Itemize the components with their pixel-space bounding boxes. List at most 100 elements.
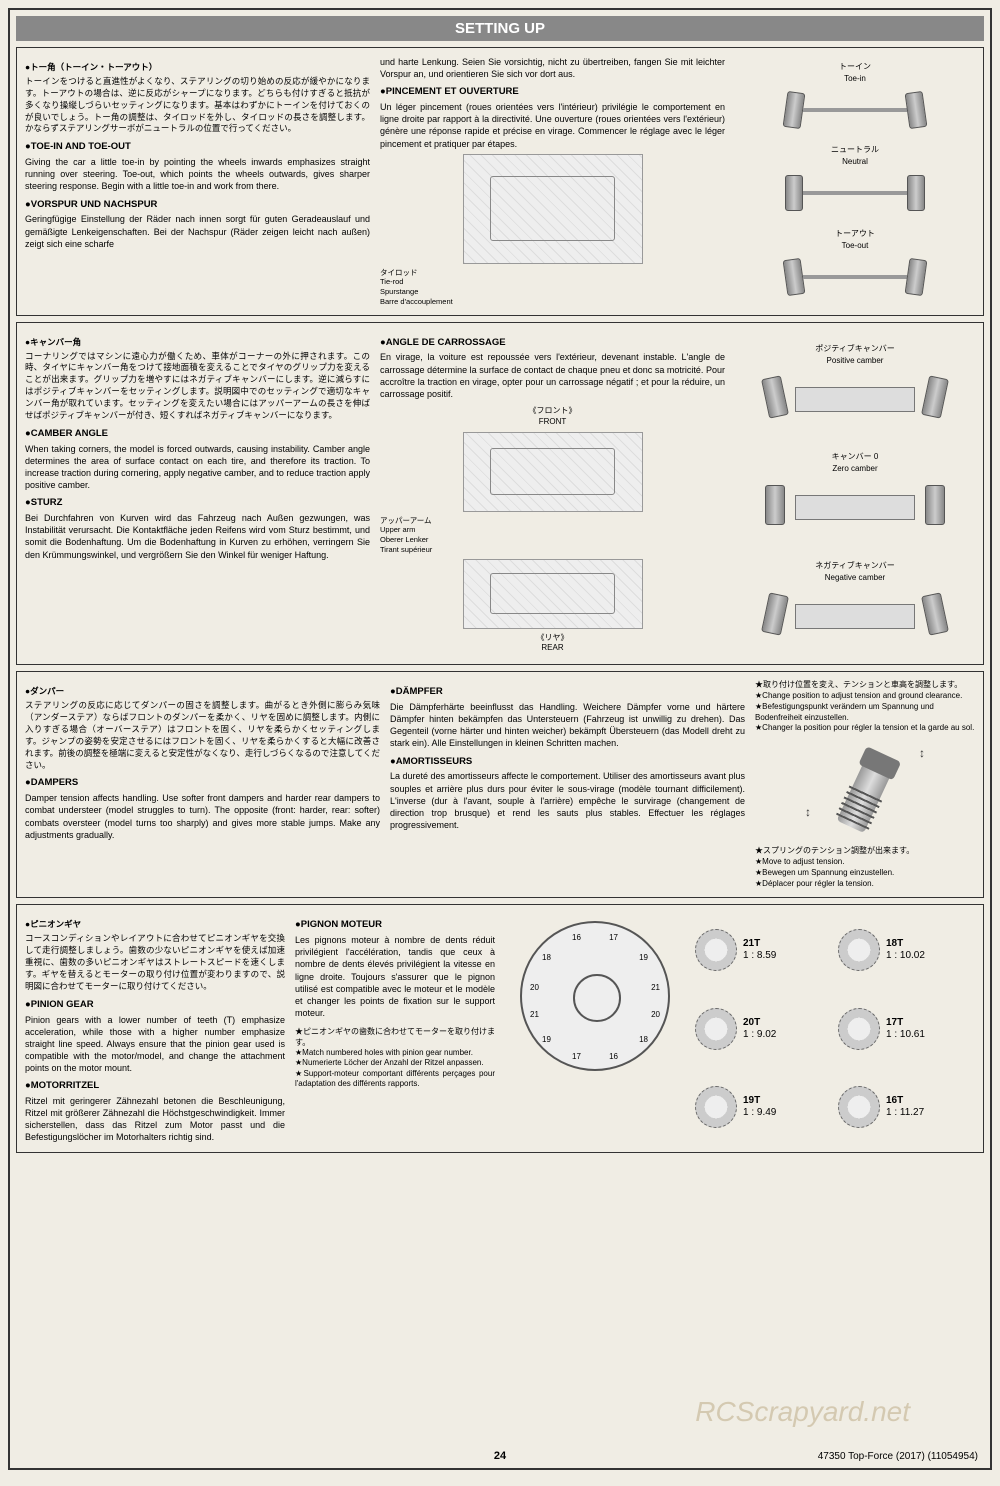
toe-en-heading: ●TOE-IN AND TOE-OUT [25, 141, 370, 154]
toeout-group: トーアウト Toe-out [775, 226, 935, 304]
pinion-col-mid: ●PIGNON MOTEUR Les pignons moteur à nomb… [295, 913, 495, 1143]
mount-num: 19 [639, 953, 648, 962]
camber-de-heading: ●STURZ [25, 497, 370, 510]
mount-num: 16 [609, 1052, 618, 1061]
tierod-diagram [463, 154, 643, 264]
damper-de-heading: ●DÄMPFER [390, 686, 745, 699]
damper-col-left: ●ダンパー ステアリングの反応に応じてダンパーの固さを調整します。曲がるとき外側… [25, 680, 380, 889]
gear-icon [695, 929, 737, 971]
toein-label-jp: トーイン [775, 61, 935, 72]
toein-label-en: Toe-in [775, 74, 935, 83]
gear-item: 17T1 : 10.61 [838, 992, 975, 1065]
pinion-fr-heading: ●PIGNON MOTEUR [295, 919, 495, 932]
toe-en-body: Giving the car a little toe-in by pointi… [25, 156, 370, 192]
negcamber-jp: ネガティブキャンバー [755, 560, 955, 571]
damper-note1-de: ★Befestigungspunkt verändern um Spannung… [755, 702, 975, 724]
negcamber-group: ネガティブキャンバー Negative camber [755, 558, 955, 646]
mount-num: 17 [609, 933, 618, 942]
gear-icon [838, 929, 880, 971]
upperarm-en: Upper arm [380, 525, 725, 535]
gear-teeth: 17T [886, 1017, 903, 1028]
upperarm-labels: アッパーアーム Upper arm Oberer Lenker Tirant s… [380, 516, 725, 555]
damper-icon: ↕ ↕ [775, 740, 955, 840]
damper-note2-en: ★Move to adjust tension. [755, 857, 975, 868]
section-dampers: ●ダンパー ステアリングの反応に応じてダンパーの固さを調整します。曲がるとき外側… [16, 671, 984, 898]
damper-note1-en: ★Change position to adjust tension and g… [755, 691, 975, 702]
damper-jp-body: ステアリングの反応に応じてダンパーの固さを調整します。曲がるとき外側に膨らみ気味… [25, 700, 380, 771]
damper-jp-heading: ●ダンパー [25, 686, 380, 698]
tierod-jp: タイロッド [380, 268, 725, 278]
mount-en: ★Match numbered holes with pinion gear n… [295, 1048, 495, 1058]
mount-num: 21 [530, 1010, 539, 1019]
gear-item: 20T1 : 9.02 [695, 992, 832, 1065]
camber-col-left: ●キャンバー角 コーナリングではマシンに遠心力が働くため、車体がコーナーの外に押… [25, 331, 370, 657]
mount-num: 20 [651, 1010, 660, 1019]
pinion-de-heading: ●MOTORRITZEL [25, 1080, 285, 1093]
mount-num: 19 [542, 1035, 551, 1044]
zerocamber-icon [755, 475, 955, 535]
pinion-de-body: Ritzel mit geringerer Zähnezahl betonen … [25, 1095, 285, 1144]
camber-jp-body: コーナリングではマシンに遠心力が働くため、車体がコーナーの外に押されます。この時… [25, 351, 370, 422]
toe-col-mid: und harte Lenkung. Seien Sie vorsichtig,… [380, 56, 725, 307]
damper-note2-fr: ★Déplacer pour régler la tension. [755, 879, 975, 890]
footer-right: 47350 Top-Force (2017) (11054954) [818, 1451, 978, 1462]
toe-jp-heading: ●トー角（トーイン・トーアウト） [25, 62, 370, 74]
gear-item: 19T1 : 9.49 [695, 1071, 832, 1144]
toe-jp-body: トーインをつけると直進性がよくなり、ステアリングの切り始めの反応が緩やかになりま… [25, 76, 370, 135]
gear-grid: 21T1 : 8.59 18T1 : 10.02 20T1 : 9.02 17T… [695, 913, 975, 1143]
upperarm-fr: Tirant supérieur [380, 545, 725, 555]
gear-teeth: 16T [886, 1095, 903, 1106]
damper-en-heading: ●DAMPERS [25, 777, 380, 790]
watermark: RCScrapyard.net [695, 1396, 910, 1428]
mount-num: 16 [572, 933, 581, 942]
damper-fr-body: La dureté des amortisseurs affecte le co… [390, 770, 745, 831]
damper-note2-jp: ★スプリングのテンション調整が出来ます。 [755, 846, 975, 857]
toein-group: トーイン Toe-in [775, 59, 935, 137]
toe-fr-body: Un léger pincement (roues orientées vers… [380, 101, 725, 150]
gear-item: 16T1 : 11.27 [838, 1071, 975, 1144]
mount-notes: ★ピニオンギヤの歯数に合わせてモーターを取り付けます。 ★Match numbe… [295, 1027, 495, 1089]
section-camber: ●キャンバー角 コーナリングではマシンに遠心力が働くため、車体がコーナーの外に押… [16, 322, 984, 666]
pinion-en-body: Pinion gears with a lower number of teet… [25, 1014, 285, 1075]
upperarm-jp: アッパーアーム [380, 516, 725, 526]
neutral-icon [775, 168, 935, 218]
toeout-label-jp: トーアウト [775, 228, 935, 239]
toe-de-body2: und harte Lenkung. Seien Sie vorsichtig,… [380, 56, 725, 80]
mount-num: 18 [639, 1035, 648, 1044]
damper-note1-jp: ★取り付け位置を変え、テンションと車高を調整します。 [755, 680, 975, 691]
motor-mount-diagram: 16 17 18 19 20 21 21 20 19 18 17 16 [505, 913, 685, 1143]
toeout-icon [775, 252, 935, 302]
pinion-en-heading: ●PINION GEAR [25, 999, 285, 1012]
negcamber-icon [755, 584, 955, 644]
toe-col-left: ●トー角（トーイン・トーアウト） トーインをつけると直進性がよくなり、ステアリン… [25, 56, 370, 307]
toe-diagrams: トーイン Toe-in ニュートラル Neutral トーアウト Toe-out [735, 56, 975, 307]
section-pinion: ●ピニオンギヤ コースコンディションやレイアウトに合わせてピニオンギヤを交換して… [16, 904, 984, 1152]
camber-jp-heading: ●キャンバー角 [25, 337, 370, 349]
pinion-jp-heading: ●ピニオンギヤ [25, 919, 285, 931]
damper-col-right: ★取り付け位置を変え、テンションと車高を調整します。 ★Change posit… [755, 680, 975, 889]
negcamber-en: Negative camber [755, 573, 955, 582]
poscamber-group: ポジティブキャンバー Positive camber [755, 341, 955, 429]
damper-de-body: Die Dämpferhärte beeinflusst das Handlin… [390, 701, 745, 750]
camber-en-body: When taking corners, the model is forced… [25, 443, 370, 492]
manual-page: SETTING UP ●トー角（トーイン・トーアウト） トーインをつけると直進性… [8, 8, 992, 1470]
toe-fr-heading: ●PINCEMENT ET OUVERTURE [380, 86, 725, 99]
gear-item: 18T1 : 10.02 [838, 913, 975, 986]
camber-diagrams: ポジティブキャンバー Positive camber キャンバー 0 Zero … [735, 331, 975, 657]
mount-de: ★Numerierte Löcher der Anzahl der Ritzel… [295, 1058, 495, 1068]
front-label: 《フロント》FRONT [380, 406, 725, 428]
toe-de-body: Geringfügige Einstellung der Räder nach … [25, 213, 370, 249]
gear-item: 21T1 : 8.59 [695, 913, 832, 986]
mount-num: 17 [572, 1052, 581, 1061]
gear-teeth: 18T [886, 938, 903, 949]
tierod-labels: タイロッド Tie-rod Spurstange Barre d'accoupl… [380, 268, 725, 307]
damper-en-body: Damper tension affects handling. Use sof… [25, 792, 380, 841]
gear-ratio: 1 : 11.27 [886, 1107, 924, 1118]
poscamber-en: Positive camber [755, 356, 955, 365]
gear-icon [838, 1008, 880, 1050]
camber-en-heading: ●CAMBER ANGLE [25, 428, 370, 441]
page-header: SETTING UP [16, 16, 984, 41]
pinion-fr-body: Les pignons moteur à nombre de dents réd… [295, 934, 495, 1019]
damper-note2-de: ★Bewegen um Spannung einzustellen. [755, 868, 975, 879]
toein-icon [775, 85, 935, 135]
